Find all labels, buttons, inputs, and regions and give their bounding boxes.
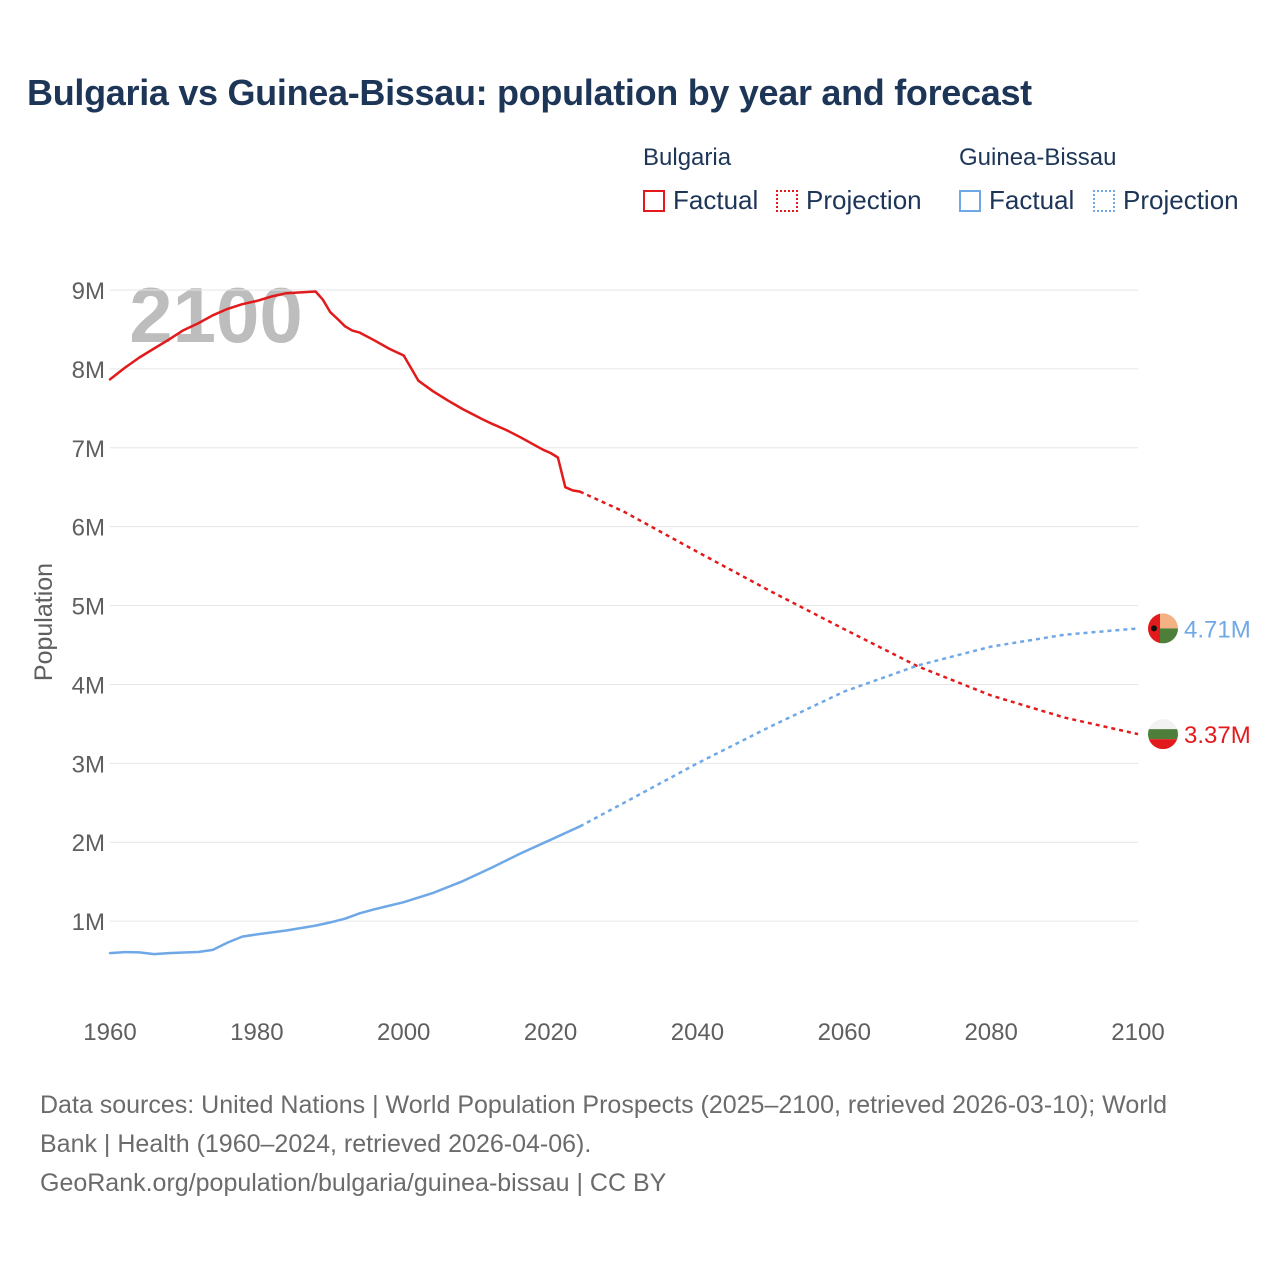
series-line-guinea-bissau-projection bbox=[579, 627, 1139, 828]
legend-group-guinea-bissau: Guinea-Bissau bbox=[959, 144, 1117, 171]
y-tick-label: 8M bbox=[72, 357, 105, 384]
x-tick-label: 2000 bbox=[377, 1019, 430, 1046]
legend-swatch-dotted bbox=[1093, 189, 1115, 212]
y-tick-label: 2M bbox=[72, 830, 105, 857]
footer-line[interactable]: GeoRank.org/population/bulgaria/guinea-b… bbox=[40, 1169, 667, 1197]
y-tick-label: 4M bbox=[72, 672, 105, 699]
y-tick-label: 7M bbox=[72, 436, 105, 463]
flag-bulgaria-icon bbox=[1148, 719, 1178, 750]
legend-bulgaria-projection[interactable]: Projection bbox=[776, 185, 922, 216]
footer-line: Data sources: United Nations | World Pop… bbox=[40, 1091, 1168, 1119]
y-tick-label: 6M bbox=[72, 515, 105, 542]
x-tick-label: 2080 bbox=[964, 1019, 1017, 1046]
series-line-guinea-bissau-factual bbox=[108, 825, 582, 956]
y-tick-label: 1M bbox=[72, 909, 105, 936]
y-tick-label: 9M bbox=[72, 278, 105, 305]
y-axis-label: Population bbox=[30, 563, 58, 681]
x-tick-label: 1980 bbox=[230, 1019, 283, 1046]
legend-swatch-solid bbox=[959, 189, 981, 212]
footer-sources: Data sources: United Nations | World Pop… bbox=[40, 1086, 1240, 1203]
legend-label: Projection bbox=[806, 185, 922, 215]
legend-label: Projection bbox=[1123, 185, 1239, 215]
legend-swatch-solid bbox=[643, 189, 665, 212]
x-tick-label: 2020 bbox=[524, 1019, 577, 1046]
end-value-label-guinea-bissau: 4.71M bbox=[1184, 616, 1251, 643]
legend-group-bulgaria: Bulgaria bbox=[643, 144, 732, 171]
end-value-label-bulgaria: 3.37M bbox=[1184, 722, 1251, 749]
x-tick-label: 1960 bbox=[83, 1019, 136, 1046]
x-tick-label: 2100 bbox=[1111, 1019, 1164, 1046]
flag-guinea-bissau-icon bbox=[1148, 613, 1178, 644]
legend-guinea-bissau-projection[interactable]: Projection bbox=[1093, 185, 1239, 216]
series-line-bulgaria-factual bbox=[108, 290, 582, 493]
y-tick-label: 3M bbox=[72, 751, 105, 778]
legend-swatch-dotted bbox=[776, 189, 798, 212]
footer-line: Bank | Health (1960–2024, retrieved 2026… bbox=[40, 1130, 592, 1158]
legend-label: Factual bbox=[989, 185, 1075, 215]
x-tick-label: 2040 bbox=[671, 1019, 724, 1046]
legend-label: Factual bbox=[673, 185, 759, 215]
series-line-bulgaria-projection bbox=[579, 490, 1139, 736]
legend-bulgaria-factual[interactable]: Factual bbox=[643, 185, 758, 216]
legend-guinea-bissau-factual[interactable]: Factual bbox=[959, 185, 1074, 216]
chart-title: Bulgaria vs Guinea-Bissau: population by… bbox=[27, 72, 1032, 113]
y-tick-label: 5M bbox=[72, 594, 105, 621]
x-tick-label: 2060 bbox=[818, 1019, 871, 1046]
